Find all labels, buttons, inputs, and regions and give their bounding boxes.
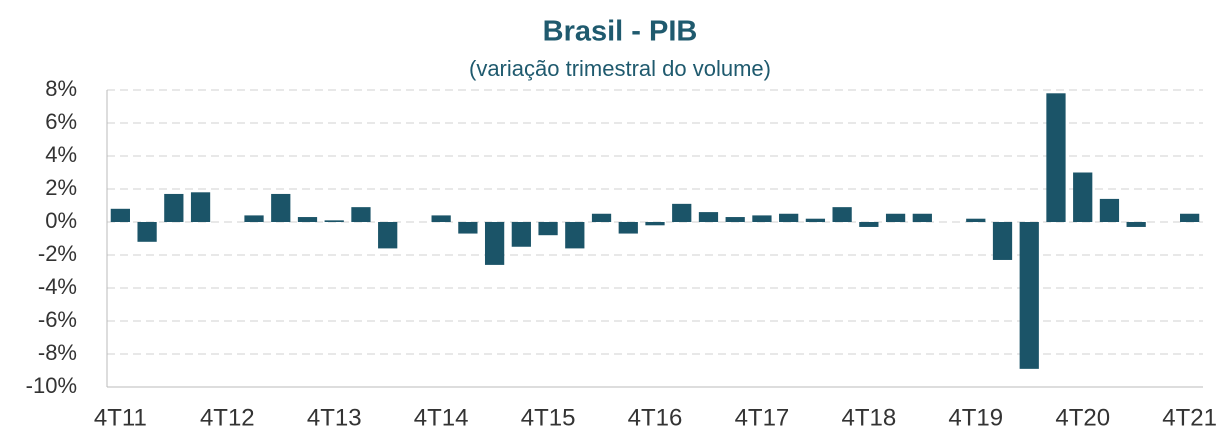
y-tick-label: 8% xyxy=(45,76,77,101)
bar xyxy=(752,215,772,222)
bar xyxy=(859,222,879,227)
x-tick-label: 4T11 xyxy=(94,404,147,431)
bar xyxy=(805,218,826,222)
bar xyxy=(324,220,344,222)
bar xyxy=(1046,93,1066,222)
bar xyxy=(244,215,264,222)
bar xyxy=(832,207,852,222)
bar xyxy=(351,207,371,222)
bar xyxy=(511,222,531,247)
bar xyxy=(992,222,1013,260)
bar xyxy=(565,222,585,249)
y-tick-label: -6% xyxy=(38,307,77,332)
y-tick-label: 2% xyxy=(45,175,77,200)
bar xyxy=(1099,198,1120,222)
bar xyxy=(1073,172,1093,222)
bar xyxy=(966,218,986,222)
x-tick-label: 4T20 xyxy=(1055,404,1110,431)
x-tick-label: 4T17 xyxy=(735,404,790,431)
bar xyxy=(110,208,130,222)
chart-title: Brasil - PIB xyxy=(543,16,698,48)
x-tick-label: 4T15 xyxy=(521,404,576,431)
bar xyxy=(618,222,638,234)
y-tick-label: -2% xyxy=(38,241,77,266)
bar xyxy=(190,192,211,222)
y-tick-label: 0% xyxy=(45,208,77,233)
bar xyxy=(912,213,932,222)
bar xyxy=(725,217,745,222)
y-tick-label: 6% xyxy=(45,109,77,134)
bar xyxy=(698,212,719,222)
x-tick-label: 4T18 xyxy=(842,404,897,431)
bar xyxy=(538,222,558,236)
x-tick-label: 4T21 xyxy=(1162,404,1217,431)
y-tick-label: -10% xyxy=(26,373,77,398)
y-tick-label: -8% xyxy=(38,340,77,365)
bar xyxy=(137,222,157,242)
y-tick-label: 4% xyxy=(45,142,77,167)
bar xyxy=(484,222,505,265)
x-tick-label: 4T14 xyxy=(414,404,469,431)
bar xyxy=(378,222,398,249)
bar xyxy=(271,193,291,222)
x-tick-label: 4T12 xyxy=(200,404,255,431)
bar xyxy=(1180,213,1200,222)
bar xyxy=(297,217,318,222)
bar xyxy=(779,213,799,222)
x-tick-label: 4T16 xyxy=(628,404,683,431)
bar xyxy=(645,222,665,226)
bar xyxy=(672,203,692,222)
bar xyxy=(591,213,612,222)
bar xyxy=(1126,222,1146,227)
bar xyxy=(458,222,478,234)
chart-subtitle: (variação trimestral do volume) xyxy=(469,56,771,81)
y-tick-label: -4% xyxy=(38,274,77,299)
bar xyxy=(164,193,184,222)
x-tick-label: 4T13 xyxy=(307,404,362,431)
bar xyxy=(1019,222,1039,369)
bar xyxy=(885,213,906,222)
bar xyxy=(431,215,451,222)
x-tick-label: 4T19 xyxy=(948,404,1003,431)
